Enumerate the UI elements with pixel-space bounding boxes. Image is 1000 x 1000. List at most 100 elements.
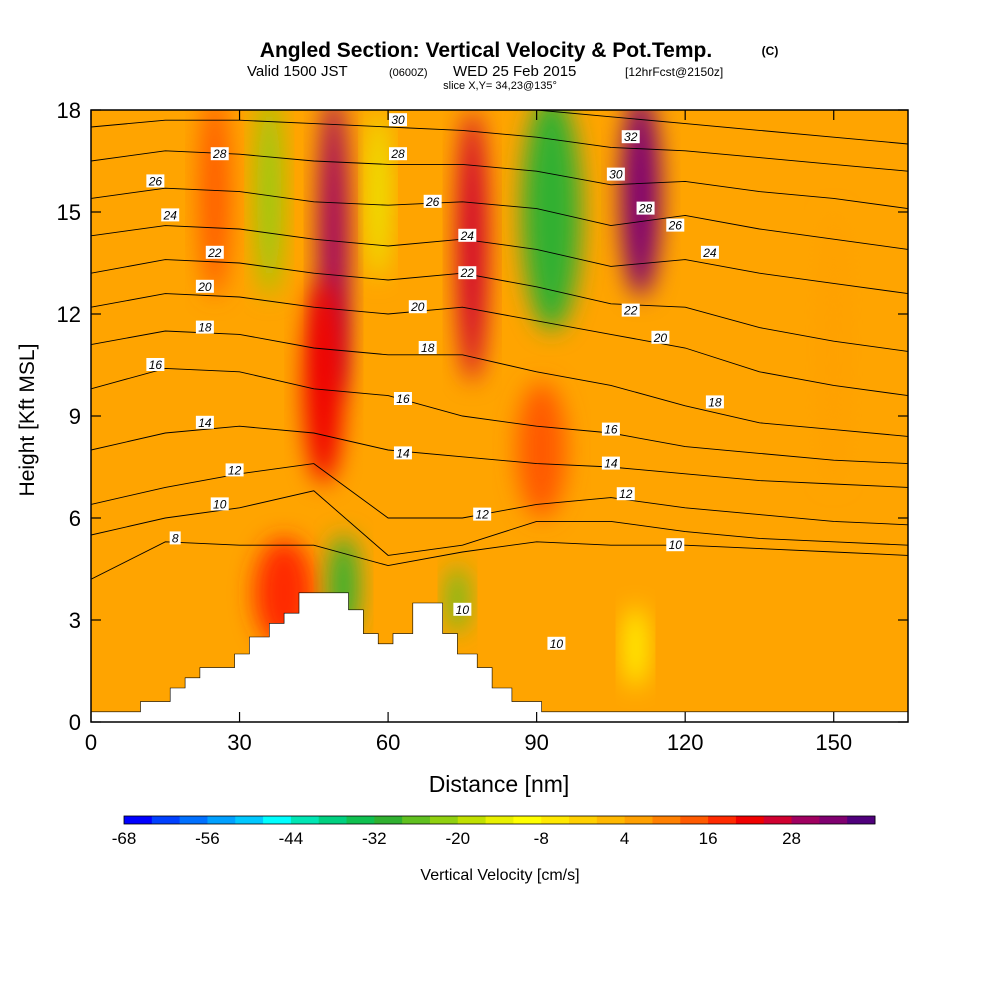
colorbar-tick-label: -8 (534, 829, 549, 848)
colorbar-swatch (485, 816, 514, 824)
colorbar-swatch (680, 816, 709, 824)
y-tick-label: 0 (69, 710, 81, 735)
velocity-cell (447, 565, 468, 634)
colorbar-swatch (263, 816, 292, 824)
contour-label-text: 24 (460, 229, 475, 243)
theta-contour-30 (91, 119, 908, 172)
colorbar-tick-label: 4 (620, 829, 629, 848)
colorbar-swatch (652, 816, 681, 824)
contour-label: 14 (601, 456, 620, 471)
contour-label-text: 20 (410, 300, 425, 314)
contour-label-bg (210, 497, 229, 511)
velocity-cell (620, 110, 661, 297)
colorbar-swatch (346, 816, 375, 824)
contour-label: 26 (666, 218, 685, 233)
contour-label-text: 18 (198, 321, 212, 335)
contour-label-text: 10 (669, 538, 683, 552)
contour-label-text: 16 (396, 392, 410, 406)
colorbar-tick-label: -32 (362, 829, 387, 848)
colorbar-swatch (457, 816, 487, 824)
contour-label-bg (601, 422, 620, 436)
contour-label-text: 12 (228, 463, 242, 477)
colorbar-swatch (596, 816, 626, 824)
contour-label: 16 (146, 358, 165, 372)
contour-label: 24 (458, 228, 477, 243)
y-tick-label: 15 (57, 200, 81, 225)
contour-label-bg (705, 395, 724, 409)
colorbar-swatch (235, 816, 264, 824)
contour-label-text: 24 (702, 246, 717, 260)
contour-label: 18 (195, 320, 214, 335)
contour-label-bg (195, 279, 214, 293)
contour-label: 22 (621, 303, 640, 318)
contour-label-bg (146, 174, 165, 188)
colorbar: -68 -56 -44 -32 -20 -8 4 16 28 (112, 815, 876, 848)
terrain-mask (91, 592, 908, 722)
contour-label: 10 (210, 497, 229, 511)
colorbar-swatch (207, 816, 236, 824)
colorbar-swatch (708, 816, 737, 824)
velocity-cell (256, 110, 282, 297)
colorbar-swatch (513, 816, 542, 824)
y-tick-label: 18 (57, 98, 81, 123)
contour-label-bg (388, 113, 407, 127)
contour-label-bg (225, 463, 244, 477)
contour-label: 18 (418, 341, 437, 355)
y-axis: 0 3 6 9 12 15 18 (57, 98, 908, 735)
contour-label: 20 (195, 279, 214, 294)
contour-label-bg (458, 228, 477, 242)
velocity-cell (199, 110, 230, 297)
contour-label-bg (146, 358, 165, 371)
chart-title: Angled Section: Vertical Velocity & Pot.… (260, 39, 712, 62)
contour-label-text: 20 (653, 331, 668, 345)
terrain-outline (91, 592, 908, 722)
chart-subtitle: Valid 1500 JST (0600Z) WED 25 Feb 2015 [… (247, 63, 723, 80)
contour-label-bg (621, 130, 640, 144)
contour-label-bg (393, 446, 412, 460)
contour-label: 12 (616, 487, 635, 501)
contour-label-text: 26 (425, 195, 440, 209)
contour-label-text: 22 (460, 266, 475, 280)
contour-label-text: 12 (619, 487, 633, 501)
y-tick-label: 6 (69, 506, 81, 531)
x-tick-label: 30 (227, 730, 251, 755)
contour-label-bg (547, 636, 566, 650)
contour-label-bg (393, 392, 412, 405)
contour-label-bg (453, 602, 472, 616)
x-tick-label: 150 (815, 730, 852, 755)
velocity-field (91, 110, 908, 722)
contour-label-text: 18 (708, 395, 722, 409)
contour-label: 14 (393, 446, 412, 460)
theta-contour-18 (91, 330, 908, 437)
velocity-cell (368, 110, 389, 280)
contour-label-text: 18 (421, 341, 435, 355)
contour-label-bg (418, 341, 437, 354)
theta-contour-14 (91, 425, 908, 488)
contour-label: 28 (388, 147, 407, 161)
contour-label: 16 (393, 392, 412, 406)
contour-label-text: 30 (391, 113, 405, 127)
contour-label: 26 (146, 174, 165, 188)
contour-label-bg (616, 487, 635, 501)
contour-label-bg (666, 218, 685, 232)
contour-label-text: 28 (390, 147, 405, 161)
theta-contour-16 (91, 367, 908, 465)
subtitle-utc: (0600Z) (389, 67, 428, 79)
y-tick-label: 12 (57, 302, 81, 327)
colorbar-swatch (374, 816, 403, 824)
subtitle-valid: Valid 1500 JST (247, 63, 348, 80)
contour-label-bg (606, 167, 625, 181)
contour-label-text: 22 (623, 304, 638, 318)
x-axis: 0 30 60 90 120 150 (85, 110, 852, 755)
x-tick-label: 0 (85, 730, 97, 755)
x-tick-label: 60 (376, 730, 400, 755)
contour-label: 20 (408, 300, 427, 314)
theta-contour-24 (91, 225, 908, 295)
contour-label: 22 (205, 246, 224, 260)
contour-label-text: 10 (456, 603, 470, 617)
contour-label: 20 (651, 330, 670, 345)
contour-label-text: 8 (172, 531, 179, 545)
contour-label: 30 (606, 167, 625, 182)
x-tick-label: 90 (524, 730, 548, 755)
colorbar-swatch (819, 816, 848, 824)
